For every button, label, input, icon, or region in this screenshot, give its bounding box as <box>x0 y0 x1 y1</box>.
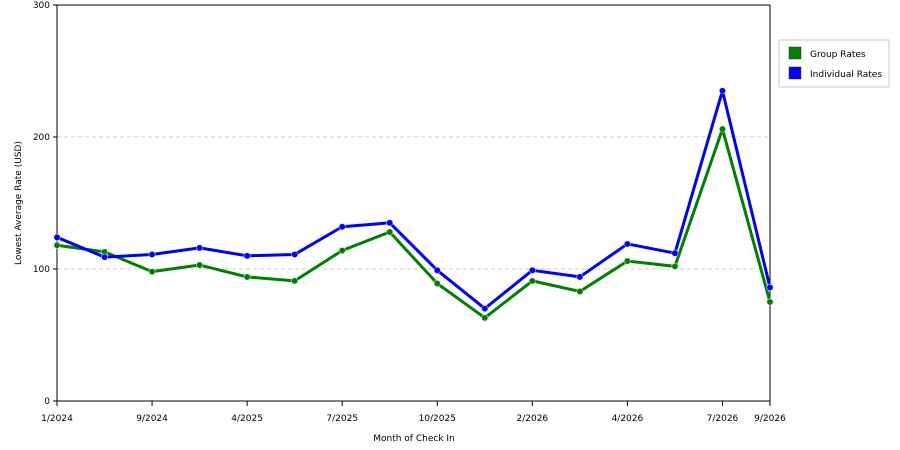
grid-lines <box>57 136 770 270</box>
data-point[interactable] <box>148 268 156 276</box>
data-point[interactable] <box>53 241 61 249</box>
series-line-individual-rates <box>56 89 772 311</box>
y-tick-label: 300 <box>33 1 50 11</box>
x-tick-label: 4/2026 <box>612 414 644 424</box>
x-tick-label: 9/2026 <box>754 414 786 424</box>
data-point[interactable] <box>766 283 774 291</box>
x-axis-title: Month of Check In <box>373 434 455 444</box>
data-point[interactable] <box>243 252 251 260</box>
y-tick-label: 100 <box>33 265 50 275</box>
x-tick-label: 4/2025 <box>231 414 263 424</box>
legend-swatch-individual-rates <box>788 66 802 80</box>
data-point[interactable] <box>576 273 584 281</box>
data-point[interactable] <box>386 228 394 236</box>
series-lines <box>56 89 772 320</box>
data-point[interactable] <box>528 277 536 285</box>
y-tick-label: 200 <box>33 133 50 143</box>
data-point[interactable] <box>718 125 726 133</box>
y-axis-ticks: 0 100 200 300 <box>33 1 57 407</box>
x-tick-label: 2/2026 <box>516 414 548 424</box>
x-tick-label: 9/2024 <box>136 414 168 424</box>
data-point[interactable] <box>623 257 631 265</box>
data-point[interactable] <box>243 273 251 281</box>
data-point[interactable] <box>338 247 346 255</box>
legend: Group Rates Individual Rates <box>778 39 890 88</box>
y-tick-label: 0 <box>44 397 50 407</box>
series-points <box>53 87 774 322</box>
x-tick-label: 1/2024 <box>41 414 73 424</box>
data-point[interactable] <box>196 244 204 252</box>
data-point[interactable] <box>386 219 394 227</box>
data-point[interactable] <box>291 277 299 285</box>
x-tick-label: 7/2026 <box>707 414 739 424</box>
data-point[interactable] <box>671 262 679 270</box>
data-point[interactable] <box>196 261 204 269</box>
data-point[interactable] <box>528 266 536 274</box>
data-point[interactable] <box>576 287 584 295</box>
x-tick-label: 7/2025 <box>326 414 358 424</box>
data-point[interactable] <box>53 233 61 241</box>
data-point[interactable] <box>718 87 726 95</box>
data-point[interactable] <box>481 314 489 322</box>
data-point[interactable] <box>101 253 109 261</box>
legend-label-individual-rates: Individual Rates <box>810 70 882 80</box>
data-point[interactable] <box>766 298 774 306</box>
data-point[interactable] <box>671 249 679 257</box>
series-line-group-rates <box>56 127 772 320</box>
data-point[interactable] <box>481 305 489 313</box>
legend-label-group-rates: Group Rates <box>810 50 866 60</box>
legend-swatch-group-rates <box>788 46 802 60</box>
x-axis-ticks: 1/2024 9/2024 4/2025 7/2025 10/2025 2/2026 4/2… <box>41 401 786 424</box>
y-axis-title: Lowest Average Rate (USD) <box>14 141 24 265</box>
data-point[interactable] <box>433 266 441 274</box>
data-point[interactable] <box>623 240 631 248</box>
data-point[interactable] <box>291 250 299 258</box>
data-point[interactable] <box>433 280 441 288</box>
data-point[interactable] <box>148 250 156 258</box>
plot-area <box>56 4 771 402</box>
data-point[interactable] <box>338 223 346 231</box>
x-tick-label: 10/2025 <box>419 414 456 424</box>
